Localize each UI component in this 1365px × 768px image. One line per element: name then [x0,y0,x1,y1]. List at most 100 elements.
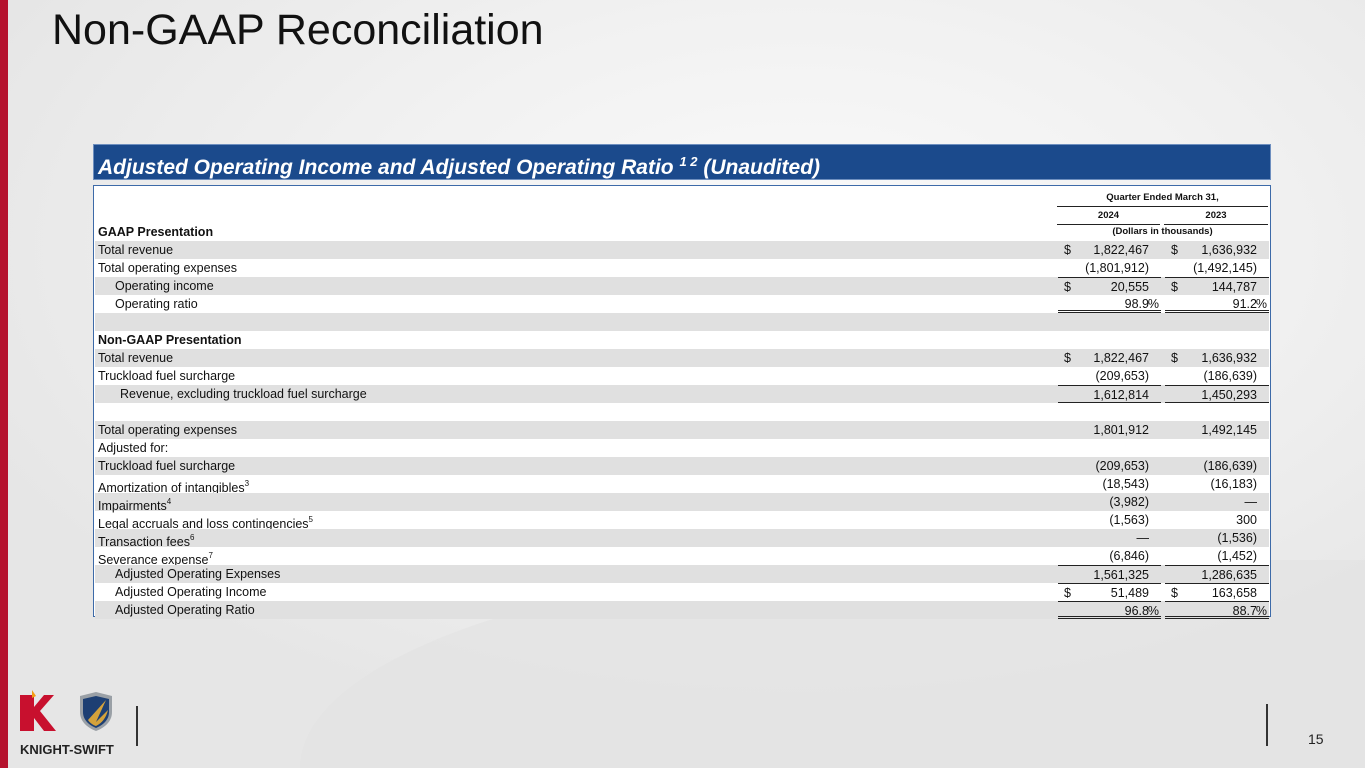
row-label: Impairments4 [98,493,171,515]
table-row: Adjusted Operating Income $51,489 $163,658 [95,583,1269,601]
value-cell-2024: (3,982) [1058,493,1161,511]
value: (1,801,912) [1085,261,1149,275]
table-row: Revenue, excluding truckload fuel surcha… [95,385,1269,403]
value: 1,286,635 [1201,568,1257,582]
page-title: Non-GAAP Reconciliation [52,6,544,54]
value: (209,653) [1095,369,1149,383]
row-label: Transaction fees6 [98,529,194,551]
row-label: Adjusted Operating Expenses [115,565,280,583]
value-cell-2023: 88.7% [1165,601,1269,619]
value: 1,450,293 [1201,388,1257,402]
row-label: Adjusted Operating Ratio [115,601,255,619]
table-row: Total operating expenses 1,801,912 1,492,1… [95,421,1269,439]
svg-text:KNIGHT-SWIFT: KNIGHT-SWIFT [20,742,114,757]
row-label-text: Total operating expenses [98,261,237,275]
value-cell-2024: $1,822,467 [1058,349,1161,367]
table-title-suffix: (Unaudited) [703,156,821,179]
value-cell-2024: (1,563) [1058,511,1161,529]
page-number: 15 [1308,731,1324,747]
table-row: Truckload fuel surcharge (209,653) (186,63… [95,367,1269,385]
value: 1,492,145 [1201,423,1257,437]
row-label: Truckload fuel surcharge [98,457,235,475]
table-row [95,403,1269,421]
year-header-2024: 2024 [1057,208,1160,225]
table-row: Adjusted for: [95,439,1269,457]
row-label-text: Operating income [115,279,214,293]
table-title: Adjusted Operating Income and Adjusted O… [98,156,674,179]
table-row: Amortization of intangibles3 (18,543) (16,… [95,475,1269,495]
row-label-text: Non-GAAP Presentation [98,333,242,347]
row-label-text: Truckload fuel surcharge [98,369,236,383]
value-cell-2023: 1,492,145 [1165,421,1269,439]
value: (186,639) [1203,369,1257,383]
value-cell-2023: (186,639) [1165,457,1269,475]
value-cell-2024: 98.9% [1058,295,1161,313]
percent-symbol: % [1255,297,1267,311]
row-label: Legal accruals and loss contingencies5 [98,511,313,533]
currency-symbol: $ [1064,280,1071,294]
row-label-text: Revenue, excluding truckload fuel surcha… [120,387,367,401]
table-row: Operating ratio 98.9% 91.2% [95,295,1269,313]
row-label-text: Severance expense [98,553,209,567]
value-cell-2023: (1,536) [1165,529,1269,547]
table-row: Total operating expenses (1,801,912) (1,49… [95,259,1269,277]
value: (16,183) [1210,477,1257,491]
table-title-bar: Adjusted Operating Income and Adjusted O… [93,144,1271,180]
value-cell-2024: (1,801,912) [1058,259,1161,277]
row-label-text: Adjusted for: [98,441,169,455]
value-cell-2023: (1,452) [1165,547,1269,565]
table-row: Legal accruals and loss contingencies5 (1… [95,511,1269,531]
row-label-text: Impairments [98,499,167,513]
percent-symbol: % [1147,604,1159,618]
table-row: Operating income $20,555 $144,787 [95,277,1269,295]
knight-swift-logo: KNIGHT-SWIFT [20,690,114,757]
percent-symbol: % [1147,297,1159,311]
value: 144,787 [1211,280,1257,294]
year-header-2023: 2023 [1164,208,1268,225]
currency-symbol: $ [1064,351,1071,365]
value-cell-2023: 300 [1165,511,1269,529]
table-row: Impairments4 (3,982) — [95,493,1269,513]
value: (6,846) [1109,549,1149,563]
value: 300 [1236,513,1257,527]
row-label-text: Legal accruals and loss contingencies [98,517,309,531]
row-label: Operating income [115,277,214,295]
row-label-text: Total operating expenses [98,423,237,437]
value: 163,658 [1211,586,1257,600]
value: 1,801,912 [1093,423,1149,437]
value: (209,653) [1095,459,1149,473]
footnote-marker: 4 [166,497,172,506]
value: 1,612,814 [1093,388,1149,402]
value-cell-2023: (16,183) [1165,475,1269,493]
footer-divider [136,706,138,746]
value-cell-2023: (186,639) [1165,367,1269,385]
value: (1,492,145) [1193,261,1257,275]
footer-divider-right [1266,704,1268,746]
row-label: Adjusted for: [98,439,168,457]
table-row: Total revenue $1,822,467 $1,636,932 [95,349,1269,367]
value-cell-2024: (209,653) [1058,367,1161,385]
units-header: (Dollars in thousands) [1112,226,1213,237]
row-label-text: Truckload fuel surcharge [98,459,236,473]
value-cell-2024: $20,555 [1058,277,1161,295]
currency-symbol: $ [1171,351,1178,365]
currency-symbol: $ [1171,243,1178,257]
table-row: GAAP Presentation [95,223,1269,241]
value: (186,639) [1203,459,1257,473]
table-row: Severance expense7 (6,846) (1,452) [95,547,1269,567]
value-cell-2024: $1,822,467 [1058,241,1161,259]
value-cell-2023: — [1165,493,1269,511]
row-label: GAAP Presentation [98,223,213,241]
table-row: Total revenue $1,822,467 $1,636,932 [95,241,1269,259]
value: — [1244,495,1258,509]
row-label: Total revenue [98,349,173,367]
row-label: Truckload fuel surcharge [98,367,235,385]
value-cell-2024: 1,801,912 [1058,421,1161,439]
table-row: Adjusted Operating Expenses 1,561,325 1,28… [95,565,1269,583]
value-cell-2023: 1,450,293 [1165,385,1269,403]
row-label: Total operating expenses [98,259,237,277]
value: 20,555 [1110,280,1149,294]
value: 1,822,467 [1093,351,1149,365]
table-row: Non-GAAP Presentation [95,331,1269,349]
value-cell-2023: $163,658 [1165,583,1269,601]
